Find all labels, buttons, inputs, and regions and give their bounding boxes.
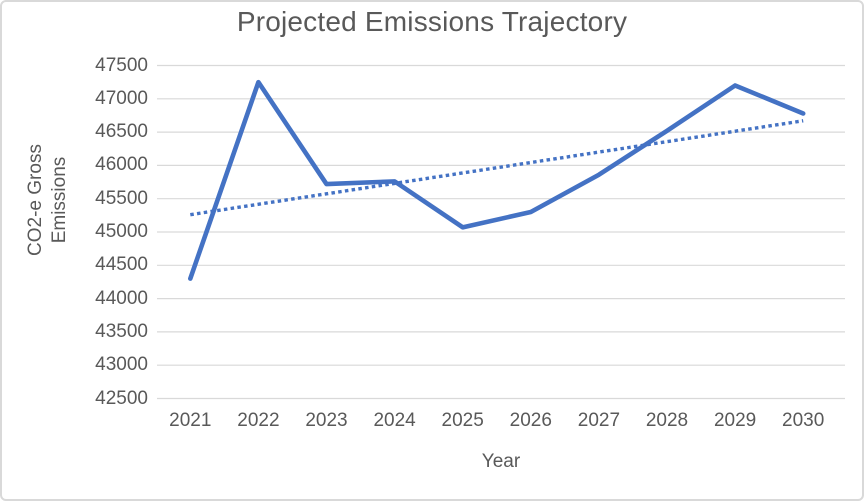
x-axis-tick-label: 2030 [782,410,825,431]
y-axis-tick-label: 46000 [95,154,148,176]
y-axis-tick-label: 47000 [95,87,148,109]
x-axis-tick-label: 2028 [645,410,689,431]
y-axis-tick-label: 43000 [95,354,148,376]
x-axis-title: Year [481,451,521,472]
x-axis-tick-label: 2024 [373,410,416,431]
x-axis-tick-labels: 2021 2022 2023 2024 2025 2026 2027 2028 2029 2030 [2,408,862,434]
x-axis-tick-label: 2023 [305,410,348,431]
y-axis-tick-label: 46500 [95,121,148,143]
emissions-series-line [188,79,806,281]
x-axis-tick-label: 2022 [237,410,280,431]
y-axis-tick-label: 44500 [95,254,148,276]
y-axis-tick-label: 45500 [95,187,148,209]
x-axis-tick-label: 2021 [169,410,212,431]
x-axis-tick-label: 2029 [713,410,757,431]
y-axis-tick-label: 45000 [95,221,148,242]
x-axis-tick-label: 2027 [577,410,621,431]
y-axis-tick-label: 43500 [95,320,148,342]
x-axis-tick-label: 2026 [509,410,552,431]
linear-trendline [190,119,804,217]
y-axis-tick-label: 47500 [95,54,148,76]
y-axis-tick-label: 42500 [95,387,148,409]
x-axis-tick-label: 2025 [441,410,484,431]
y-axis-tick-label: 44000 [95,287,148,309]
chart-title: Projected Emissions Trajectory [236,6,628,37]
